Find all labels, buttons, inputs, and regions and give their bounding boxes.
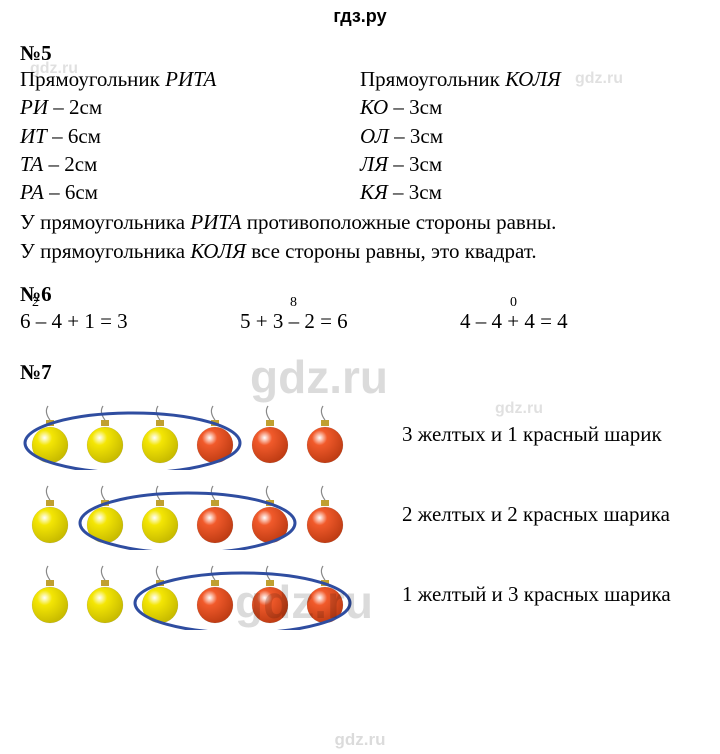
equation: 04 – 4 + 4 = 4	[460, 309, 680, 334]
ball-row: 2 желтых и 2 красных шарика	[20, 475, 700, 555]
task6-equations: 26 – 4 + 1 = 385 + 3 – 2 = 604 – 4 + 4 =…	[20, 309, 700, 334]
task5-label: №5	[20, 41, 700, 66]
equation: 26 – 4 + 1 = 3	[20, 309, 240, 334]
balls-svg	[20, 400, 390, 470]
measure-row: ИТ – 6см	[20, 123, 360, 149]
ball-row: 1 желтый и 3 красных шарика	[20, 555, 700, 635]
task7-rows: 3 желтых и 1 красный шарик	[20, 395, 700, 635]
page-header: гдз.ру	[0, 0, 720, 37]
task6-label: №6	[20, 282, 700, 307]
task5-right-title: Прямоугольник КОЛЯ	[360, 66, 700, 92]
equation: 85 + 3 – 2 = 6	[240, 309, 460, 334]
task5-left-title: Прямоугольник РИТА	[20, 66, 360, 92]
ball-row-label: 3 желтых и 1 красный шарик	[402, 422, 662, 447]
task5-note1: У прямоугольника РИТА противоположные ст…	[20, 209, 700, 235]
ball-row-label: 2 желтых и 2 красных шарика	[402, 502, 670, 527]
balls-svg	[20, 560, 390, 630]
measure-row: КО – 3см	[360, 94, 700, 120]
task7-label: №7	[20, 360, 700, 385]
task5-note2: У прямоугольника КОЛЯ все стороны равны,…	[20, 238, 700, 264]
measure-row: ЛЯ – 3см	[360, 151, 700, 177]
measure-row: РА – 6см	[20, 179, 360, 205]
page-footer: gdz.ru	[0, 730, 720, 750]
task5-right-col: Прямоугольник КОЛЯ КО – 3см ОЛ – 3смЛЯ – …	[360, 66, 700, 207]
task5-columns: Прямоугольник РИТА РИ – 2см ИТ – 6смТА – …	[20, 66, 700, 207]
measure-row: РИ – 2см	[20, 94, 360, 120]
task5-left-col: Прямоугольник РИТА РИ – 2см ИТ – 6смТА – …	[20, 66, 360, 207]
ball-row-label: 1 желтый и 3 красных шарика	[402, 582, 671, 607]
measure-row: КЯ – 3см	[360, 179, 700, 205]
measure-row: ОЛ – 3см	[360, 123, 700, 149]
ball-row: 3 желтых и 1 красный шарик	[20, 395, 700, 475]
balls-svg	[20, 480, 390, 550]
measure-row: ТА – 2см	[20, 151, 360, 177]
